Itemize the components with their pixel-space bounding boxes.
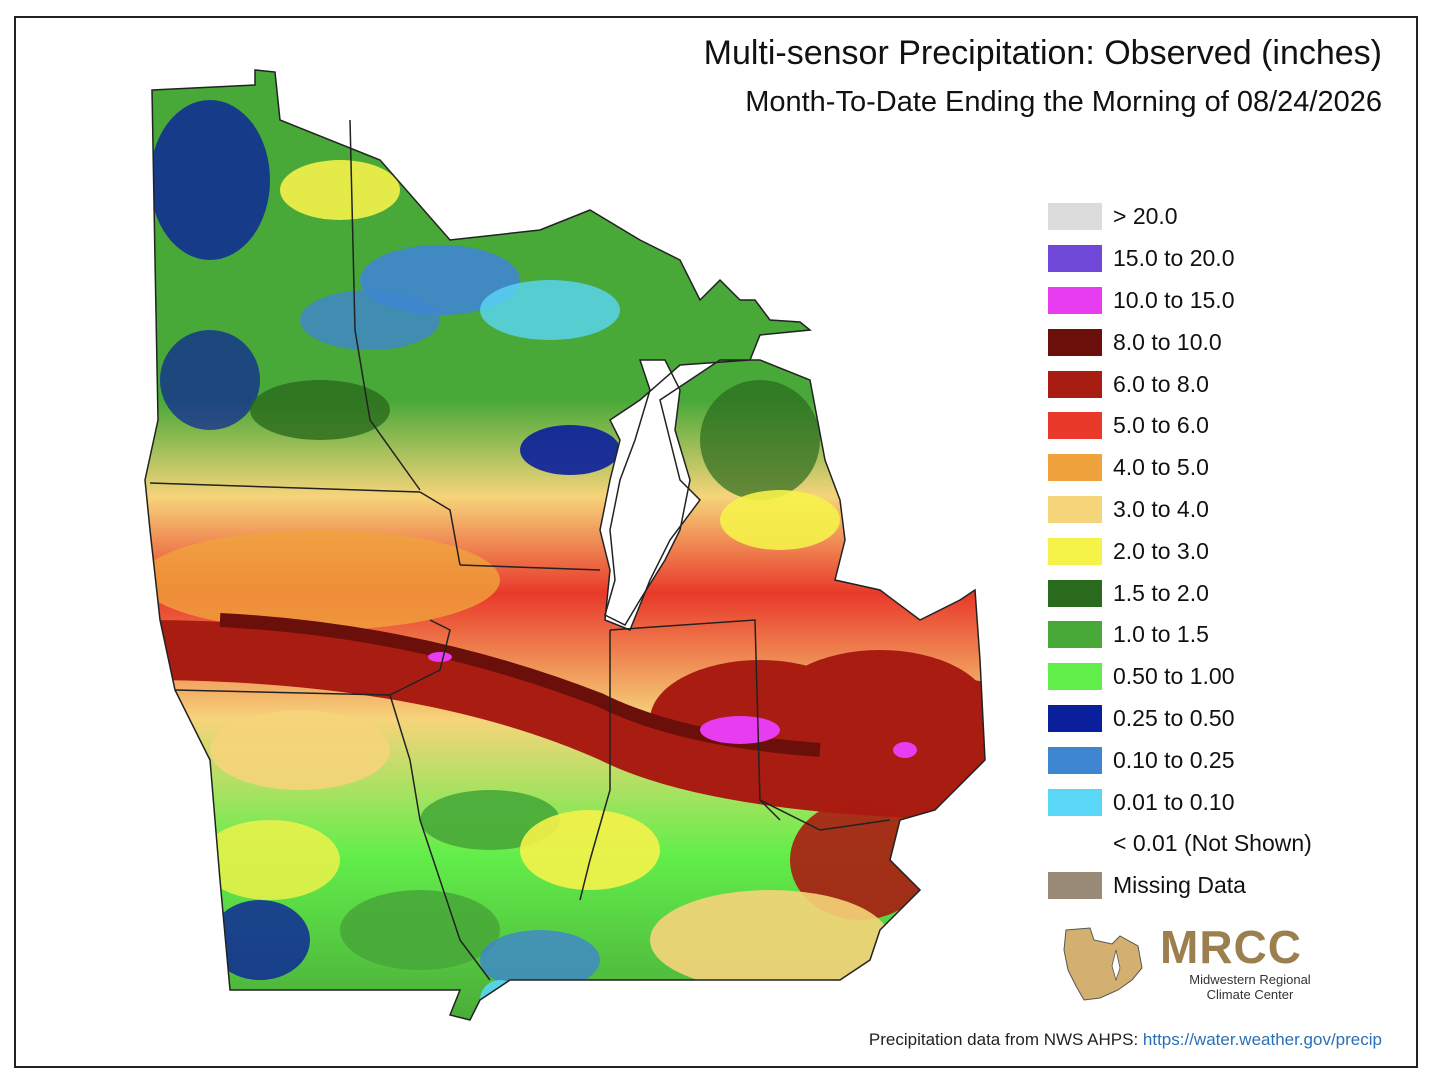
legend-label: 6.0 to 8.0 [1113, 370, 1209, 397]
legend-swatch [1048, 495, 1102, 523]
map-subtitle: Month-To-Date Ending the Morning of 08/2… [745, 86, 1382, 118]
legend-item: < 0.01 (Not Shown) [1048, 823, 1378, 865]
legend-swatch [1048, 704, 1102, 732]
legend-swatch [1048, 537, 1102, 565]
source-link[interactable]: https://water.weather.gov/precip [1142, 1030, 1382, 1049]
legend-item: 6.0 to 8.0 [1048, 363, 1378, 405]
legend-item: 0.25 to 0.50 [1048, 698, 1378, 740]
legend-label: 3.0 to 4.0 [1113, 495, 1209, 522]
legend-swatch [1048, 286, 1102, 314]
data-source: Precipitation data from NWS AHPS: https:… [869, 1030, 1382, 1050]
legend-label: 10.0 to 15.0 [1113, 286, 1235, 313]
mrcc-logo: MRCC Midwestern Regional Climate Center [1060, 918, 1340, 1008]
legend-swatch [1048, 663, 1102, 691]
legend-swatch [1048, 872, 1102, 900]
legend-item: 0.10 to 0.25 [1048, 739, 1378, 781]
legend-item: 5.0 to 6.0 [1048, 405, 1378, 447]
legend-swatch [1048, 328, 1102, 356]
legend-item: > 20.0 [1048, 196, 1378, 238]
legend-swatch [1048, 746, 1102, 774]
legend-item: 1.5 to 2.0 [1048, 572, 1378, 614]
legend-label: > 20.0 [1113, 203, 1178, 230]
legend-item: 10.0 to 15.0 [1048, 280, 1378, 322]
legend-label: 15.0 to 20.0 [1113, 245, 1235, 272]
legend-label: 0.01 to 0.10 [1113, 788, 1235, 815]
legend-item: Missing Data [1048, 865, 1378, 907]
legend-label: 4.0 to 5.0 [1113, 454, 1209, 481]
legend-swatch [1048, 830, 1102, 857]
mrcc-wordmark: MRCC [1160, 921, 1302, 973]
legend-label: 1.0 to 1.5 [1113, 621, 1209, 648]
legend-item: 3.0 to 4.0 [1048, 489, 1378, 531]
legend-swatch [1048, 579, 1102, 607]
mrcc-name-line1: Midwestern Regional [1189, 972, 1311, 987]
legend-item: 0.50 to 1.00 [1048, 656, 1378, 698]
legend-label: 5.0 to 6.0 [1113, 412, 1209, 439]
legend-swatch [1048, 412, 1102, 440]
legend-label: < 0.01 (Not Shown) [1113, 830, 1312, 857]
legend-label: 0.10 to 0.25 [1113, 746, 1235, 773]
source-prefix: Precipitation data from NWS AHPS: [868, 1030, 1143, 1049]
legend-swatch [1048, 454, 1102, 482]
legend-item: 2.0 to 3.0 [1048, 530, 1378, 572]
mrcc-name-line2: Climate Center [1206, 987, 1294, 1002]
legend-label: 0.50 to 1.00 [1113, 663, 1235, 690]
midwest-region-logo-icon [1063, 927, 1143, 1001]
map-title: Multi-sensor Precipitation: Observed (in… [703, 34, 1382, 72]
legend-label: 0.25 to 0.50 [1113, 704, 1235, 731]
legend-label: 8.0 to 10.0 [1113, 328, 1222, 355]
precip-fields [145, 70, 985, 1020]
precipitation-map [144, 69, 986, 1021]
legend-label: Missing Data [1113, 872, 1246, 899]
state-boundaries [149, 119, 891, 981]
map-legend: > 20.0 15.0 to 20.0 10.0 to 15.0 8.0 to 10.… [1048, 196, 1378, 907]
legend-swatch [1048, 621, 1102, 649]
lake-michigan [604, 359, 691, 626]
legend-item: 1.0 to 1.5 [1048, 614, 1378, 656]
legend-swatch [1048, 370, 1102, 398]
legend-swatch [1048, 788, 1102, 816]
legend-swatch [1048, 203, 1102, 231]
legend-item: 15.0 to 20.0 [1048, 238, 1378, 280]
legend-label: 2.0 to 3.0 [1113, 537, 1209, 564]
legend-item: 0.01 to 0.10 [1048, 781, 1378, 823]
legend-item: 8.0 to 10.0 [1048, 321, 1378, 363]
legend-swatch [1048, 245, 1102, 273]
legend-item: 4.0 to 5.0 [1048, 447, 1378, 489]
legend-label: 1.5 to 2.0 [1113, 579, 1209, 606]
mrcc-name: Midwestern Regional Climate Center [1180, 972, 1320, 1002]
